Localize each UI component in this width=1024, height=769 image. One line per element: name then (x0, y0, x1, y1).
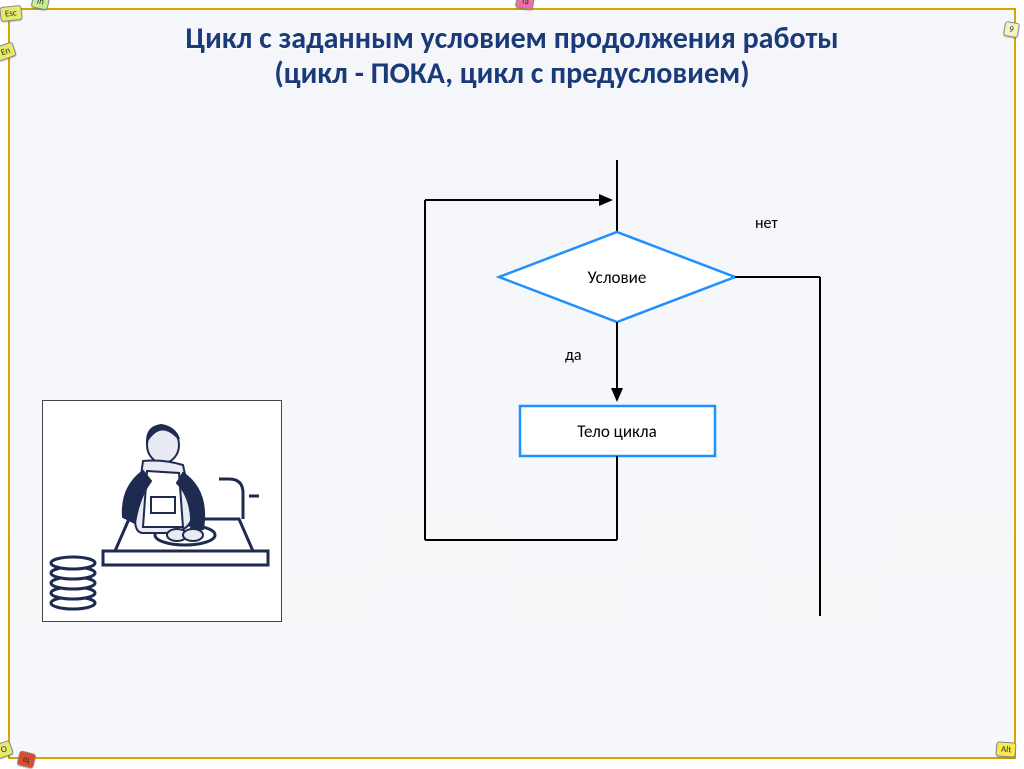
label-condition: Условие (588, 267, 647, 288)
illustration-dishwasher-icon (43, 401, 281, 621)
label-no: нет (755, 214, 778, 233)
keyboard-key-icon: Alt (996, 741, 1017, 757)
keyboard-key-icon: Esc (0, 5, 22, 22)
label-body: Тело цикла (577, 421, 657, 442)
label-yes: да (565, 346, 582, 365)
illustration-panel (42, 400, 282, 622)
keyboard-key-icon: 9 (1003, 21, 1020, 38)
flowchart: Условие да Тело цикла нет (0, 0, 1024, 767)
